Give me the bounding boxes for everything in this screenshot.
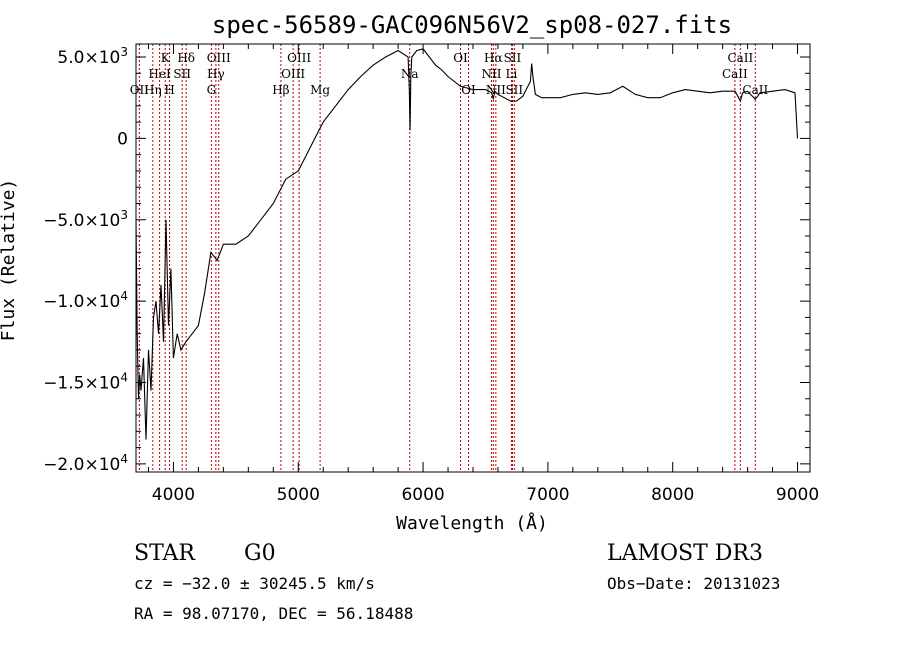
spectral-line-label: OI <box>461 83 476 97</box>
spectral-line-label: Na <box>401 67 419 81</box>
spectral-line-label: Hα <box>484 51 503 65</box>
x-tick-label: 6000 <box>401 485 444 505</box>
spectral-line-label: HeI <box>148 67 171 81</box>
spectral-line-label: H <box>164 83 174 97</box>
spectral-line-label: NII <box>481 67 501 81</box>
y-axis-label: Flux (Relative) <box>0 179 19 342</box>
x-tick-label: 5000 <box>277 485 320 505</box>
object-subclass: G0 <box>244 541 276 566</box>
spectral-line-label: Hη <box>144 83 162 97</box>
y-tick-label: 5.0×103 <box>57 45 128 68</box>
y-tick-label: −1.0×104 <box>43 289 128 312</box>
y-tick-label: −2.0×104 <box>43 452 128 475</box>
spectral-line-label: SII <box>173 67 191 81</box>
redshift-text: cz = −32.0 ± 30245.5 km/s <box>134 574 375 593</box>
obs-date: Obs−Date: 20131023 <box>607 574 780 593</box>
survey-name: LAMOST DR3 <box>607 541 763 566</box>
spectral-line-label: SII <box>504 51 522 65</box>
x-axis-label: Wavelength (Å) <box>396 512 548 534</box>
y-tick-label: −5.0×103 <box>43 208 128 231</box>
spectral-line-markers <box>138 44 756 472</box>
x-tick-label: 8000 <box>651 485 694 505</box>
spectral-line-label: CaII <box>727 51 753 65</box>
y-axis: 5.0×103 0 −5.0×103 −1.0×104 −1.5×104 −2.0×104 <box>43 45 810 475</box>
x-tick-label: 7000 <box>526 485 569 505</box>
spectral-line-label: CaII <box>742 83 768 97</box>
x-axis: 4000 5000 6000 7000 8000 9000 <box>147 44 819 505</box>
spectrum-line <box>135 48 799 440</box>
spectral-line-label: OIII <box>207 51 231 65</box>
spectral-line-label: CaII <box>722 67 748 81</box>
y-tick-label: −1.5×104 <box>43 370 128 393</box>
spectral-line-label: G <box>207 83 217 97</box>
spectral-line-label: NII <box>486 83 506 97</box>
spectral-line-label: SII <box>505 83 523 97</box>
spectral-line-label: Mg <box>310 83 330 97</box>
spectral-line-label: Hδ <box>177 51 195 65</box>
spectral-line-label: Li <box>506 67 518 81</box>
spectral-line-label: K <box>161 51 171 65</box>
coordinates-text: RA = 98.07170, DEC = 56.18488 <box>134 604 413 623</box>
spectral-line-label: OIII <box>287 51 311 65</box>
spectral-line-label: OIII <box>281 67 305 81</box>
spectral-line-label: Hγ <box>207 67 225 81</box>
spectral-line-label: OI <box>453 51 468 65</box>
plot-frame <box>135 43 811 473</box>
y-tick-label: 0 <box>117 129 128 149</box>
object-class: STAR <box>134 541 196 566</box>
spectral-line-labels: OIIHηHeIKHSIIHδGHγOIIIHβOIIIOIIIMgNaOIOI… <box>130 51 769 97</box>
chart-title: spec-56589-GAC096N56V2_sp08-027.fits <box>212 11 732 39</box>
x-tick-label: 4000 <box>152 485 195 505</box>
spectral-line-label: Hβ <box>272 83 289 97</box>
x-tick-label: 9000 <box>776 485 819 505</box>
